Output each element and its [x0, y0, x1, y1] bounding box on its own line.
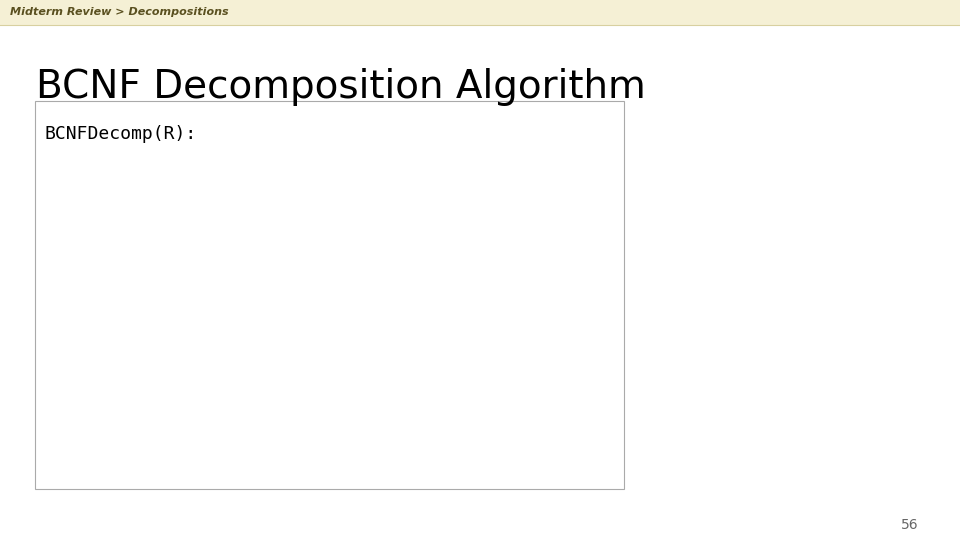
Text: BCNFDecomp(R):: BCNFDecomp(R): [44, 125, 197, 143]
Bar [0, 0, 960, 25]
Text: 56: 56 [901, 518, 919, 532]
Text: BCNF Decomposition Algorithm: BCNF Decomposition Algorithm [36, 69, 646, 106]
Text: Midterm Review > Decompositions: Midterm Review > Decompositions [10, 8, 228, 17]
FancyBboxPatch shape [35, 101, 624, 489]
